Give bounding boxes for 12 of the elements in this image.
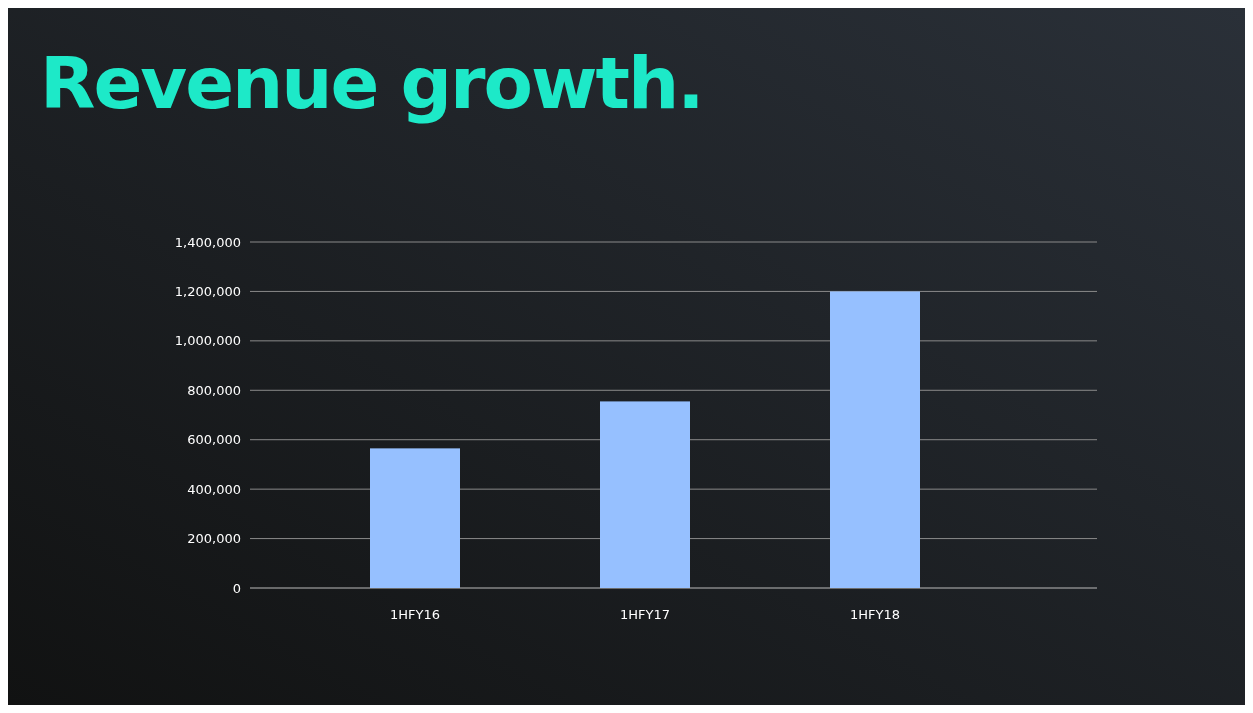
y-tick-label: 600,000: [187, 432, 241, 448]
y-tick-label: 800,000: [187, 382, 241, 398]
y-tick-label: 400,000: [187, 481, 241, 497]
chart-title: Revenue growth.: [40, 41, 703, 125]
x-tick-label: 1HFY18: [849, 607, 901, 622]
y-tick-label: 1,200,000: [174, 283, 241, 299]
y-tick-label: 1,400,000: [174, 234, 241, 250]
y-tick-label: 0: [232, 580, 241, 596]
y-tick-label: 1,000,000: [174, 333, 241, 349]
x-tick-label: 1HFY17: [619, 607, 671, 622]
y-tick-label: 200,000: [187, 531, 241, 547]
x-tick-label: 1HFY16: [389, 607, 441, 622]
